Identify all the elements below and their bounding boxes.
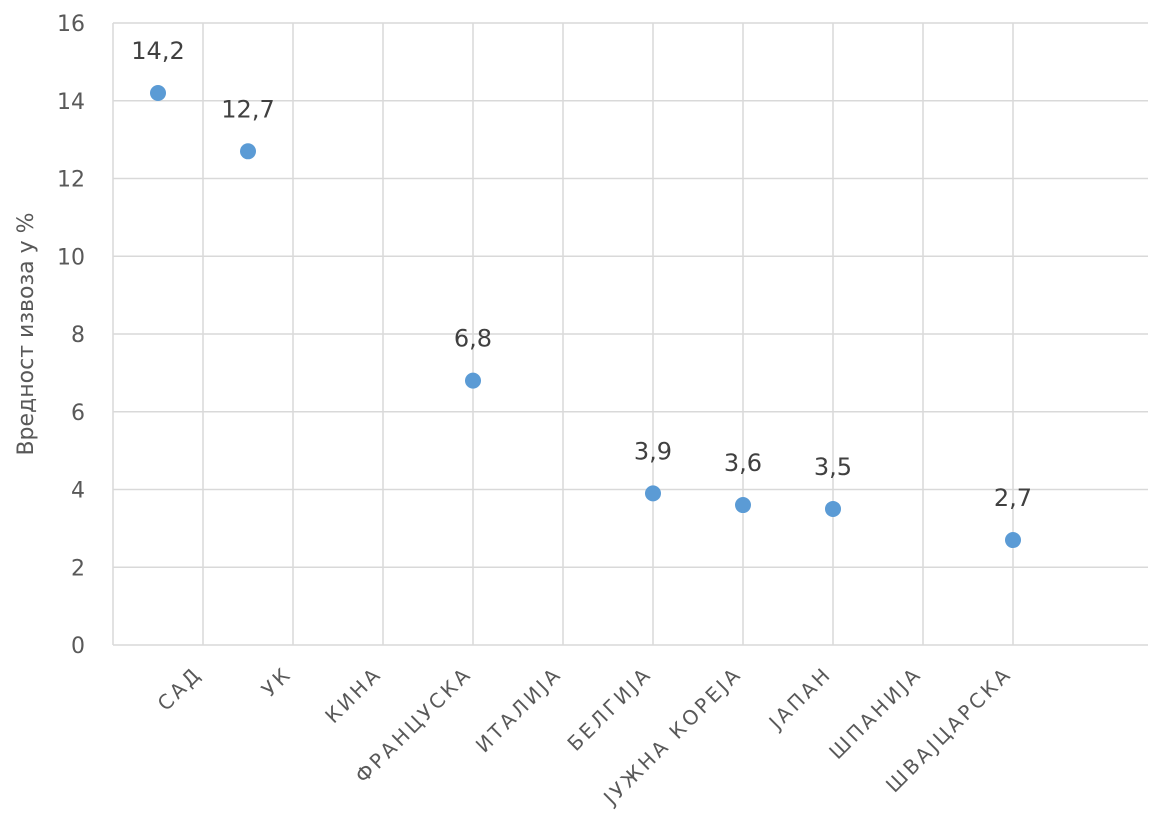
data-label: 3,6 bbox=[724, 449, 762, 477]
y-tick-label: 14 bbox=[57, 90, 85, 115]
data-point bbox=[1005, 532, 1021, 549]
data-point bbox=[645, 485, 661, 502]
y-tick-label: 8 bbox=[71, 323, 85, 348]
gridlines bbox=[112, 22, 1148, 646]
y-tick-label: 4 bbox=[71, 479, 85, 504]
data-label: 3,9 bbox=[634, 437, 672, 465]
data-label: 2,7 bbox=[994, 484, 1032, 512]
data-point bbox=[465, 372, 481, 389]
data-label: 6,8 bbox=[454, 325, 492, 353]
x-category-label: САД bbox=[153, 662, 207, 716]
data-points bbox=[150, 84, 1021, 549]
y-tick-label: 0 bbox=[71, 634, 85, 659]
data-point bbox=[150, 84, 166, 101]
x-category-label: КИНА bbox=[320, 662, 386, 728]
data-label: 12,7 bbox=[221, 95, 274, 123]
data-point bbox=[735, 497, 751, 514]
x-category-label: БЕЛГИЈА bbox=[562, 662, 656, 756]
y-tick-label: 6 bbox=[71, 401, 85, 426]
y-axis-title: Вредност извоза у % bbox=[14, 212, 39, 455]
y-tick-label: 16 bbox=[57, 12, 85, 37]
y-axis-ticks: 0 2 4 6 8 10 12 14 16 bbox=[57, 12, 85, 659]
x-category-label: ИТАЛИЈА bbox=[471, 662, 567, 758]
data-label: 3,5 bbox=[814, 453, 852, 481]
x-category-label: УК bbox=[257, 662, 297, 702]
data-point bbox=[240, 143, 256, 160]
y-tick-label: 12 bbox=[57, 168, 85, 193]
y-tick-label: 10 bbox=[57, 245, 85, 270]
data-point bbox=[825, 500, 841, 517]
x-category-label: ЈАПАН bbox=[763, 662, 837, 736]
y-tick-label: 2 bbox=[71, 556, 85, 581]
data-label: 14,2 bbox=[131, 37, 184, 65]
x-category-label: ШПАНИЈА bbox=[824, 662, 926, 764]
data-labels: 14,2 12,7 6,8 3,9 3,6 3,5 2,7 bbox=[131, 37, 1032, 512]
